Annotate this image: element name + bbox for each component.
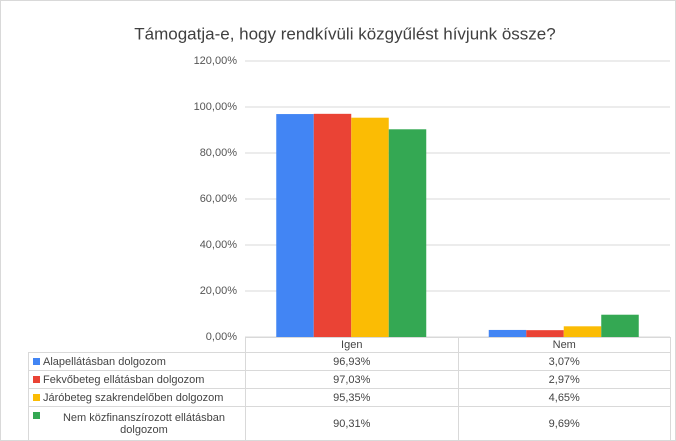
table-row-label: Nem közfinanszírozott ellátásban dolgozo… <box>28 406 246 441</box>
legend-label: Nem közfinanszírozott ellátásban dolgozo… <box>62 411 226 436</box>
y-tick-label: 40,00% <box>200 239 238 251</box>
table-row-label: Fekvőbeteg ellátásban dolgozom <box>28 370 246 389</box>
y-tick-label: 20,00% <box>200 285 238 297</box>
legend-label: Alapellátásban dolgozom <box>43 355 166 368</box>
legend-label: Fekvőbeteg ellátásban dolgozom <box>43 373 205 386</box>
table-value: 95,35% <box>245 388 459 407</box>
table-value: 2,97% <box>457 370 671 389</box>
bar <box>488 329 527 337</box>
legend-label: Járóbeteg szakrendelőben dolgozom <box>43 391 224 404</box>
y-tick-label: 120,00% <box>194 55 238 67</box>
table-header: Igen <box>245 337 459 353</box>
y-tick-label: 100,00% <box>194 101 238 113</box>
table-value: 96,93% <box>245 352 459 371</box>
chart-title: Támogatja-e, hogy rendkívüli közgyűlést … <box>134 24 555 43</box>
y-tick-label: 60,00% <box>200 193 238 205</box>
legend-swatch <box>33 412 40 419</box>
table-header: Nem <box>457 337 671 353</box>
bar <box>388 129 427 337</box>
legend-swatch <box>33 376 40 383</box>
table-value: 97,03% <box>245 370 459 389</box>
table-value: 3,07% <box>457 352 671 371</box>
bar <box>601 314 639 337</box>
table-row-label: Alapellátásban dolgozom <box>28 352 246 371</box>
table-row-label: Járóbeteg szakrendelőben dolgozom <box>28 388 246 407</box>
legend-swatch <box>33 394 40 401</box>
legend-swatch <box>33 358 40 365</box>
table-value: 4,65% <box>457 388 671 407</box>
bar <box>313 113 352 338</box>
bar <box>526 330 564 337</box>
bar <box>563 326 602 337</box>
y-tick-label: 80,00% <box>200 147 238 159</box>
y-tick-label: 0,00% <box>206 331 237 343</box>
table-value: 9,69% <box>457 406 671 441</box>
bar <box>351 117 389 337</box>
bar <box>276 114 314 337</box>
table-value: 90,31% <box>245 406 459 441</box>
